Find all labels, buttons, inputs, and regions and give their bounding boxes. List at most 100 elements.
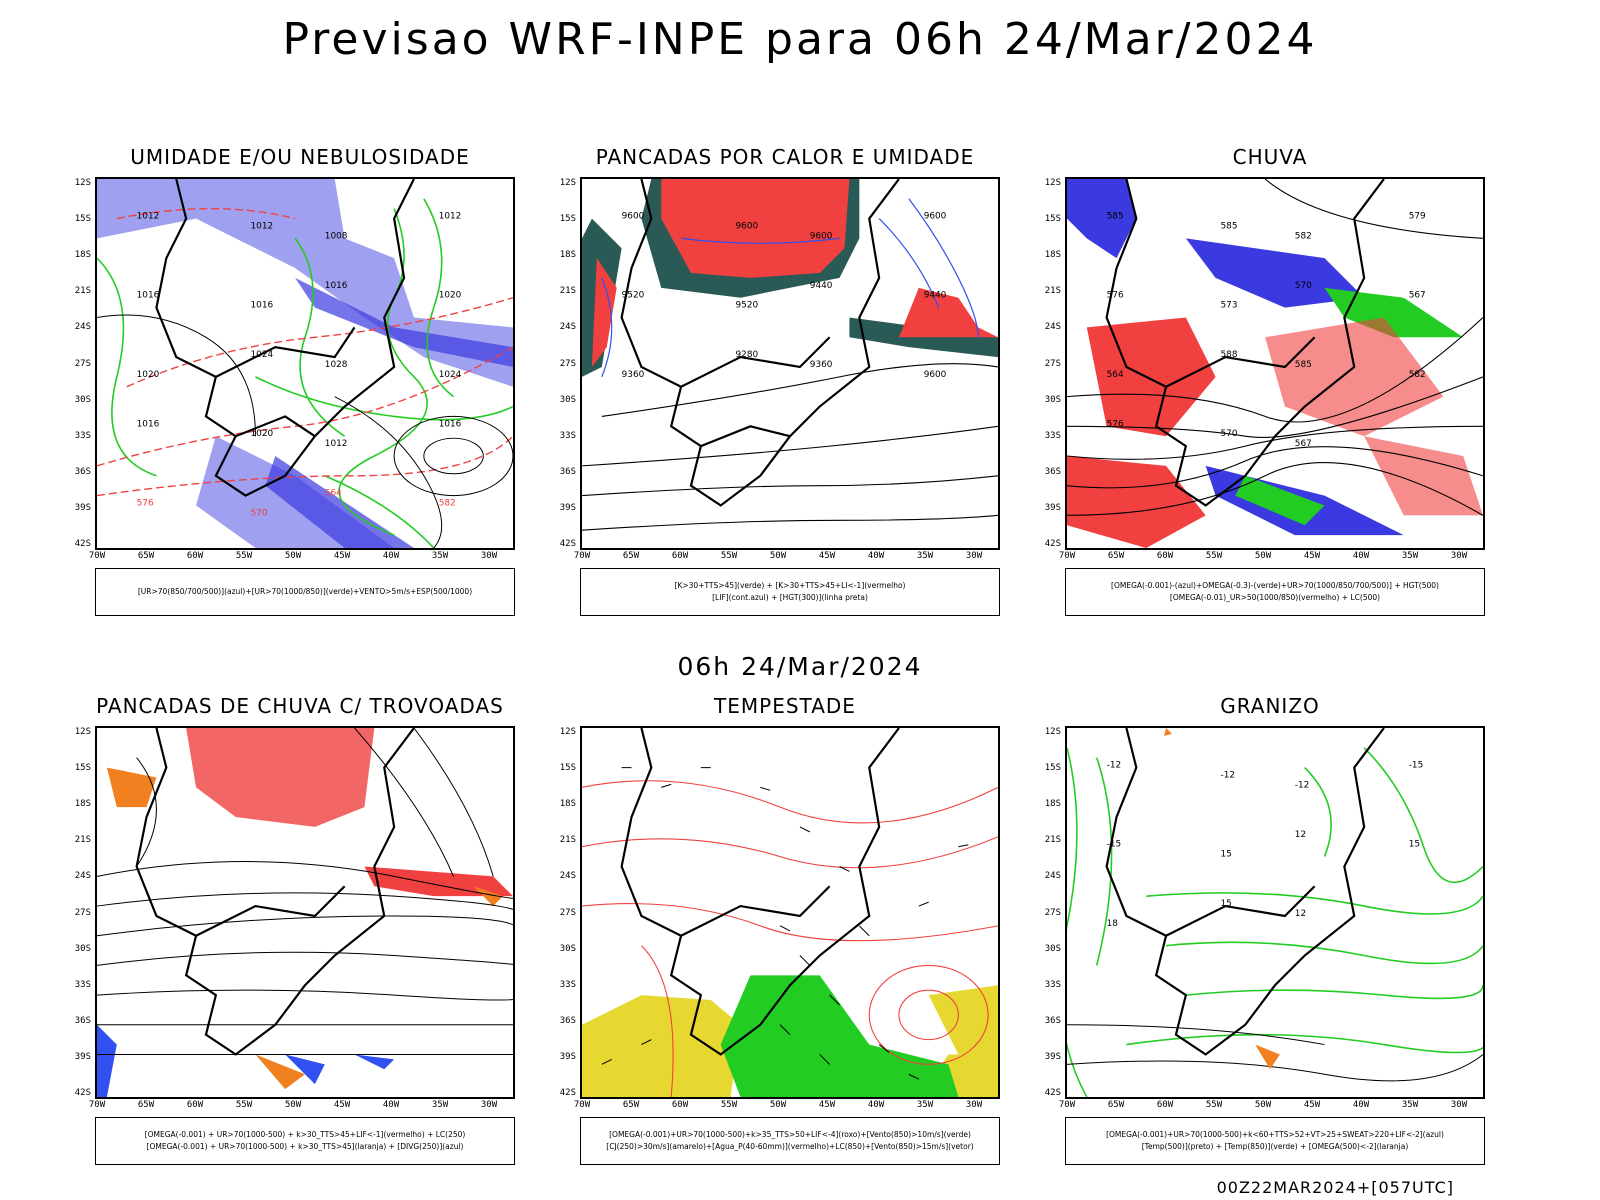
panel-granizo: GRANIZO 12S 15S 18S 21S 24S 27S 30S 33S 36S 39S 42… — [1035, 694, 1505, 1165]
contour-value-label: 579 — [1409, 212, 1426, 222]
contour-value-label: 9600 — [924, 370, 947, 380]
latitude-tick-label: 15S — [1044, 763, 1061, 774]
contour-value-label: 12 — [1295, 909, 1306, 919]
panel-pancadas-trovoadas: PANCADAS DE CHUVA C/ TROVOADAS 12S 15S 18S… — [65, 694, 535, 1165]
latitude-tick-label: 15S — [74, 214, 91, 225]
latitude-tick-label: 36S — [559, 466, 576, 477]
longitude-tick-label: 30W — [1450, 1100, 1468, 1110]
latitude-tick-label: 21S — [559, 835, 576, 846]
panel-title: PANCADAS POR CALOR E UMIDADE — [595, 145, 975, 169]
panel-legend: [UR>70(850/700/500)](azul)+[UR>70(1000/8… — [95, 568, 515, 616]
latitude-tick-label: 36S — [1044, 466, 1061, 477]
contour-value-label: 9440 — [810, 281, 833, 291]
contour-value-label: 573 — [1221, 301, 1238, 311]
longitude-tick-label: 70W — [88, 551, 106, 561]
green-contours — [97, 198, 513, 548]
longitude-tick-label: 55W — [1205, 1100, 1223, 1110]
legend-line-2: [OMEGA(-0.001) + UR>70(1000-500) + k>30_… — [146, 1142, 464, 1151]
contour-value-label: 570 — [1295, 281, 1312, 291]
country-borders — [135, 728, 415, 1056]
contour-value-label: 12 — [1295, 830, 1306, 840]
latitude-tick-label: 33S — [1044, 430, 1061, 441]
latitude-tick-label: 36S — [559, 1015, 576, 1026]
contour-value-label: 9440 — [924, 291, 947, 301]
contour-value-label: 585 — [1295, 360, 1312, 370]
latitude-tick-label: 24S — [74, 322, 91, 333]
legend-line-1: [OMEGA(-0.001)+UR>70(1000-500)+k>35_TTS>… — [609, 1130, 971, 1139]
latitude-tick-label: 18S — [559, 799, 576, 810]
contour-value-label: 1016 — [137, 419, 160, 429]
legend-line-2: [OMEGA(-0.01)_UR>50(1000/850)(vermelho) … — [1169, 593, 1381, 602]
forecast-time-label: 06h 24/Mar/2024 — [677, 652, 923, 681]
longitude-tick-label: 35W — [1401, 1100, 1419, 1110]
latitude-tick-label: 30S — [74, 943, 91, 954]
latitude-tick-label: 39S — [1044, 502, 1061, 513]
latitude-tick-label: 39S — [74, 1051, 91, 1062]
contour-value-label: 576 — [1107, 291, 1124, 301]
latitude-tick-label: 30S — [559, 943, 576, 954]
longitude-tick-label: 30W — [480, 551, 498, 561]
longitude-tick-label: 35W — [1401, 551, 1419, 561]
contour-value-label: 576 — [137, 498, 154, 508]
contour-value-label: -12 — [1295, 780, 1310, 790]
map-chuva: 585 585 582 579 576 573 570 567 564 588 585 582 576 5… — [1065, 177, 1485, 550]
latitude-tick-label: 12S — [559, 727, 576, 737]
latitude-tick-label: 42S — [74, 1088, 91, 1098]
longitude-tick-label: 50W — [769, 1100, 787, 1110]
longitude-tick-label: 55W — [1205, 551, 1223, 561]
contour-value-label: 15 — [1221, 850, 1232, 860]
panel-umidade: UMIDADE E/OU NEBULOSIDADE 12S 15S 18S 21S 24… — [65, 145, 535, 616]
temp850-contours — [1067, 747, 1483, 1097]
red-andes — [591, 258, 617, 367]
longitude-tick-label: 55W — [720, 551, 738, 561]
legend-line-1: [OMEGA(-0.001) + UR>70(1000-500) + k>30_… — [144, 1130, 466, 1139]
contour-value-label: 1012 — [251, 221, 274, 231]
longitude-tick-label: 70W — [573, 1100, 591, 1110]
longitude-tick-label: 40W — [867, 551, 885, 561]
longitude-tick-label: 60W — [186, 551, 204, 561]
green-band-south — [1235, 475, 1325, 526]
latitude-tick-label: 15S — [74, 763, 91, 774]
orange-omega-patches — [1164, 728, 1280, 1070]
panel-title: UMIDADE E/OU NEBULOSIDADE — [130, 145, 470, 169]
longitude-tick-label: 35W — [431, 1100, 449, 1110]
longitude-tick-label: 70W — [573, 551, 591, 561]
contour-value-label: 15 — [1409, 840, 1420, 850]
contour-value-label: 582 — [1409, 370, 1426, 380]
longitude-axis: 70W 65W 60W 55W 50W 45W 40W 35W 30W — [1059, 1099, 1485, 1113]
latitude-axis: 12S 15S 18S 21S 24S 27S 30S 33S 36S 39S 42S — [65, 726, 93, 1099]
main-title: Previsao WRF-INPE para 06h 24/Mar/2024 — [282, 14, 1318, 65]
panel-chuva: CHUVA 12S 15S 18S 21S 24S 27S 30S 33S 36S 39S 42S — [1035, 145, 1505, 616]
map-granizo: -12 -12 -12 -15 -15 15 12 15 18 15 12 — [1065, 726, 1485, 1099]
latitude-tick-label: 21S — [1044, 286, 1061, 297]
contour-value-label: 9520 — [736, 301, 759, 311]
model-run-timestamp: 00Z22MAR2024+[057UTC] — [1216, 1178, 1454, 1197]
longitude-tick-label: 65W — [1107, 1100, 1125, 1110]
latitude-tick-label: 12S — [559, 178, 576, 188]
panel-pancadas-calor: PANCADAS POR CALOR E UMIDADE 12S 15S 18S 21… — [550, 145, 1020, 616]
longitude-tick-label: 50W — [1254, 1100, 1272, 1110]
contour-value-label: 9520 — [622, 291, 645, 301]
contour-value-label: 1008 — [325, 231, 348, 241]
latitude-tick-label: 27S — [1044, 358, 1061, 369]
latitude-tick-label: 18S — [74, 799, 91, 810]
lif-contours — [601, 198, 979, 378]
panel-legend: [OMEGA(-0.001)+UR>70(1000-500)+k>35_TTS>… — [580, 1117, 1000, 1165]
latitude-axis: 12S 15S 18S 21S 24S 27S 30S 33S 36S 39S 42S — [65, 177, 93, 550]
longitude-tick-label: 60W — [1156, 1100, 1174, 1110]
longitude-tick-label: 65W — [137, 551, 155, 561]
latitude-tick-label: 21S — [1044, 835, 1061, 846]
longitude-tick-label: 55W — [235, 1100, 253, 1110]
latitude-tick-label: 27S — [559, 358, 576, 369]
latitude-tick-label: 39S — [559, 502, 576, 513]
latitude-tick-label: 27S — [1044, 907, 1061, 918]
red-dashed-contours — [97, 207, 513, 497]
longitude-tick-label: 45W — [333, 1100, 351, 1110]
contour-value-label: 570 — [1221, 429, 1238, 439]
contour-value-label: 1020 — [439, 291, 462, 301]
contour-value-label: 9280 — [736, 350, 759, 360]
latitude-tick-label: 24S — [559, 871, 576, 882]
longitude-tick-label: 45W — [818, 1100, 836, 1110]
latitude-tick-label: 12S — [74, 178, 91, 188]
latitude-tick-label: 39S — [74, 502, 91, 513]
